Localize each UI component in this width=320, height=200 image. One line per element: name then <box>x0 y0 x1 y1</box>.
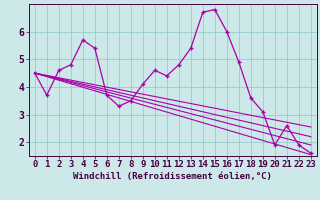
X-axis label: Windchill (Refroidissement éolien,°C): Windchill (Refroidissement éolien,°C) <box>73 172 272 181</box>
